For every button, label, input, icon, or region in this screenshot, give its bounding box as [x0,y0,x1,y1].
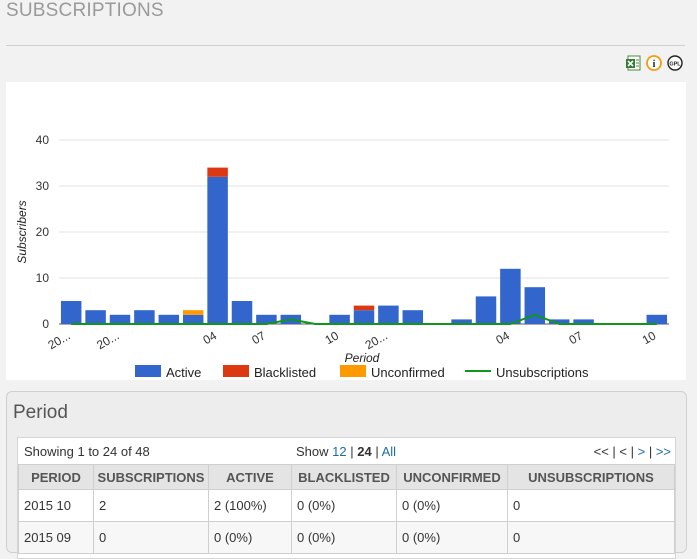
cell-subscriptions: 0 [93,521,209,554]
bar-active [60,301,82,324]
period-table: PERIOD SUBSCRIPTIONS ACTIVE BLACKLISTED … [18,464,675,554]
bar-active [85,310,106,324]
bar-unconfirmed [182,310,204,315]
show-12-link[interactable]: 12 [332,444,347,459]
x-tick-label: 04 [493,328,512,347]
prev-page-link[interactable]: < [619,444,627,459]
table-row: 2015 09 0 0 (0%) 0 (0%) 0 (0%) 0 [18,521,675,554]
legend-swatch [340,365,366,377]
bar-active [378,305,399,324]
x-tick-label: 10 [323,328,342,347]
bar-active [451,319,472,324]
x-tick-label: 04 [201,328,220,347]
table-controls: Showing 1 to 24 of 48 Show 12 | 24 | All… [18,438,675,464]
bar-active [402,310,424,324]
cell-active: 0 (0%) [208,521,292,554]
cell-unsubscriptions: 0 [507,521,675,554]
legend-label: Unconfirmed [371,365,445,380]
x-tick-label: 20... [45,328,72,352]
show-24-current: 24 [357,444,372,459]
excel-export-icon[interactable] [625,55,641,71]
gpl-icon-text: GPL [669,62,681,68]
cell-unconfirmed: 0 (0%) [396,489,508,522]
legend-swatch [223,365,249,377]
bar-active [475,296,497,324]
toolbar: i GPL [625,55,683,71]
show-label: Show [296,444,329,459]
info-icon[interactable]: i [646,55,662,71]
bar-active [353,310,375,324]
first-page-link[interactable]: << [593,444,609,459]
col-unsubscriptions[interactable]: UNSUBSCRIPTIONS [507,464,675,490]
bar-active [573,319,594,324]
bar-active [500,268,521,324]
cell-subscriptions: 2 [93,489,209,522]
col-period[interactable]: PERIOD [18,464,94,490]
x-tick-label: 20... [94,328,121,352]
bar-active [646,314,668,324]
page-title: SUBSCRIPTIONS [6,0,164,21]
show-all-link[interactable]: All [381,444,397,459]
legend-swatch [135,365,161,377]
bar-active [109,314,131,324]
x-tick-label: 20... [363,328,390,352]
period-panel: Period Showing 1 to 24 of 48 Show 12 | 2… [6,391,687,559]
bar-active [207,176,228,324]
x-tick-label: 07 [249,328,268,347]
col-unconfirmed[interactable]: UNCONFIRMED [396,464,508,490]
period-table-container: Showing 1 to 24 of 48 Show 12 | 24 | All… [17,437,676,559]
showing-count: Showing 1 to 24 of 48 [24,444,150,459]
y-tick-label: 20 [36,225,50,239]
title-divider [6,45,685,46]
panel-title: Period [13,402,68,423]
bar-active [134,310,155,324]
y-tick-label: 30 [36,179,50,193]
legend-label: Unsubscriptions [496,365,589,380]
y-axis-label: Subscribers [15,200,29,263]
cell-blacklisted: 0 (0%) [291,521,397,554]
bar-active [158,314,180,324]
pager: << | < | > | >> [593,444,671,459]
bar-active [231,301,253,324]
x-tick-label: 07 [567,328,586,347]
y-tick-label: 0 [42,317,49,331]
bar-active [524,287,546,324]
legend-label: Active [166,365,201,380]
chart-svg: 0 10 20 30 40 20... 20... 04 07 10 20... 04 07 10 Subs… [15,133,669,380]
page-size-selector: Show 12 | 24 | All [296,444,397,459]
bar-active [182,314,204,324]
col-blacklisted[interactable]: BLACKLISTED [291,464,397,490]
cell-unsubscriptions: 0 [507,489,675,522]
table-header-row: PERIOD SUBSCRIPTIONS ACTIVE BLACKLISTED … [18,464,675,490]
gpl-icon[interactable]: GPL [667,55,683,71]
cell-unconfirmed: 0 (0%) [396,521,508,554]
x-axis-label: Period [345,351,380,365]
table-row: 2015 10 2 2 (100%) 0 (0%) 0 (0%) 0 [18,489,675,522]
y-tick-label: 40 [36,133,50,147]
col-active[interactable]: ACTIVE [208,464,292,490]
last-page-link[interactable]: >> [655,444,671,459]
legend-label: Blacklisted [254,365,316,380]
cell-active: 2 (100%) [208,489,292,522]
bar-blacklisted [353,305,375,311]
bar-active [256,314,277,324]
cell-blacklisted: 0 (0%) [291,489,397,522]
bar-active [548,319,570,324]
cell-period: 2015 10 [18,489,94,522]
info-icon-text: i [653,59,656,70]
subscriptions-chart: 0 10 20 30 40 20... 20... 04 07 10 20... 04 07 10 Subs… [6,82,686,380]
y-tick-label: 10 [36,271,50,285]
cell-period: 2015 09 [18,521,94,554]
x-tick-label: 10 [640,328,659,347]
unsubscriptions-line [71,313,657,325]
col-subscriptions[interactable]: SUBSCRIPTIONS [93,464,209,490]
next-page-link[interactable]: > [637,444,646,459]
bar-blacklisted [207,167,228,177]
bar-active [329,314,350,324]
